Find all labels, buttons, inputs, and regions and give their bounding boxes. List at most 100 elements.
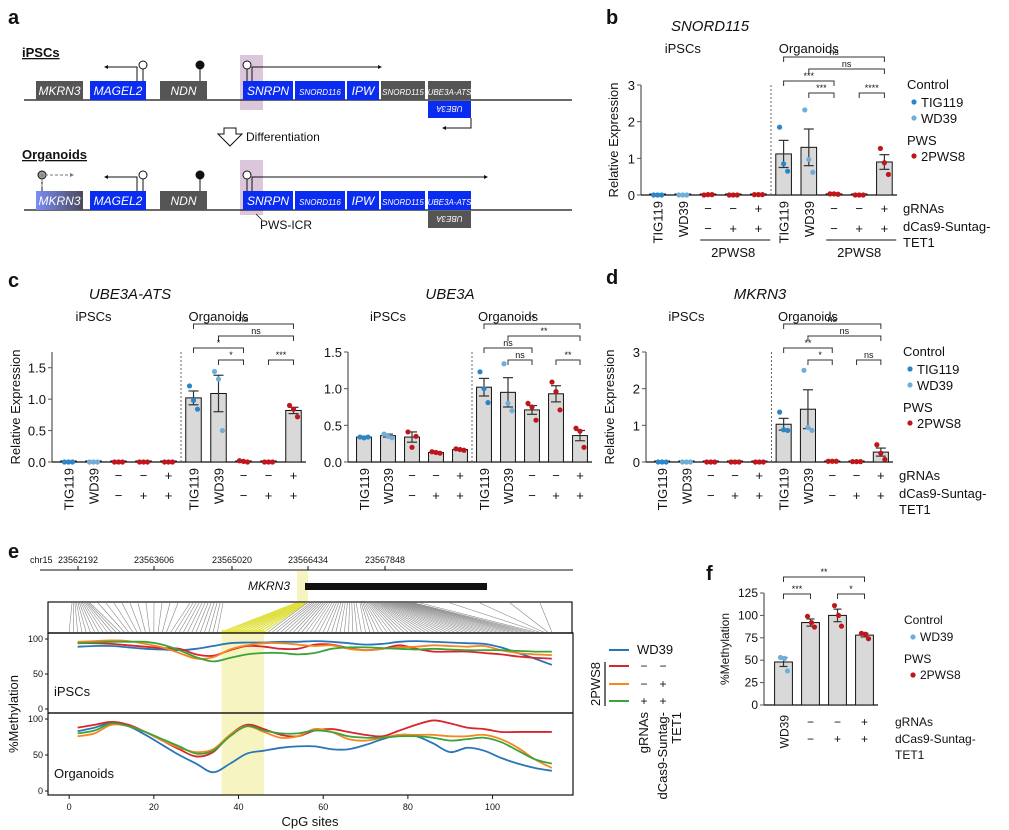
organoids-row-label: Organoids [22, 147, 87, 162]
gene-label-ipw: IPW [352, 84, 376, 98]
x-tick-label: TIG119 [477, 468, 492, 510]
grna-sign: + [755, 201, 763, 216]
methylation-line [77, 722, 553, 765]
data-point [728, 459, 734, 465]
cpg-connector-line [410, 602, 519, 633]
data-point [211, 368, 218, 375]
cpg-connector-line [378, 602, 421, 633]
cpg-connector-line [373, 602, 409, 633]
group-label-organoids: Organoids [478, 309, 538, 324]
data-point [805, 424, 811, 431]
chart-title: SNORD115 [671, 18, 750, 35]
data-point [705, 192, 711, 198]
data-point [809, 427, 815, 434]
gene-box-mkrn3 [36, 81, 83, 100]
data-point [878, 450, 884, 456]
data-point [833, 458, 839, 464]
data-point [857, 459, 864, 465]
data-point [385, 433, 391, 439]
cpg-connector-line [212, 602, 221, 633]
data-point [882, 456, 888, 463]
gene-label-mkrn3: MKRN3 [38, 194, 80, 208]
cpg-connector-line [310, 602, 331, 633]
transcription-arrow-snrpn [251, 176, 484, 191]
data-point [865, 636, 872, 642]
legend-grna-label: gRNAs [636, 712, 651, 754]
cpg-connector-line [331, 602, 342, 633]
data-point [265, 459, 272, 465]
cpg-connector-line [113, 602, 133, 633]
significance-bracket [483, 347, 533, 353]
grna-sign: + [756, 468, 764, 483]
facet-label: Organoids [54, 766, 114, 781]
grna-sign: − [265, 468, 273, 483]
coordinate-tick-label: 23567848 [365, 555, 405, 565]
bar [855, 634, 874, 706]
significance-label: * [229, 350, 233, 360]
data-point [781, 161, 787, 167]
transcription-arrow-ube3a [446, 118, 472, 129]
significance-label: ns [864, 350, 874, 360]
x-tick-label: TIG119 [187, 468, 202, 510]
significance-label: * [818, 350, 822, 360]
data-point [269, 459, 276, 465]
gene-label-snrpn: SNRPN [247, 84, 289, 98]
significance-label: ** [820, 567, 828, 577]
grna-sign: − [528, 468, 536, 483]
data-point [429, 449, 435, 455]
cpg-connector-line [272, 602, 311, 633]
dcas9-sign: + [853, 488, 861, 503]
data-point [777, 654, 784, 661]
significance-label: ns [829, 47, 839, 57]
data-point [804, 613, 811, 619]
dcas9-sign: − [408, 488, 416, 503]
x-tick-label: 20 [149, 802, 159, 812]
legend-control-title: Control [903, 344, 945, 359]
cpg-connector-line [174, 602, 194, 633]
gene-label-ube3a-ats: UBE3A-ATS [428, 198, 473, 207]
dcas9-sign: + [729, 221, 737, 236]
cpg-connector-line [375, 602, 413, 633]
legend-2pws8-label: 2PWS8 [917, 416, 961, 431]
dcas9-row-label: dCas9-Suntag- [903, 219, 990, 234]
y-tick-label: 1 [628, 151, 635, 166]
cpg-connector-line [366, 602, 387, 633]
cpg-connector-line [225, 602, 298, 633]
cpg-connector-line [344, 602, 348, 633]
data-point [881, 160, 888, 166]
methylation-line [77, 642, 552, 660]
data-point [136, 459, 143, 465]
dcas9-sign: + [855, 221, 863, 236]
significance-bracket [218, 359, 244, 365]
data-point [856, 192, 862, 198]
significance-label: * [217, 338, 221, 348]
legend-grna-sign: − [640, 659, 647, 673]
grna-sign: − [140, 468, 148, 483]
legend-tig119-label: TIG119 [921, 95, 963, 110]
data-point [573, 425, 579, 431]
legend-tig119-label: TIG119 [917, 362, 959, 377]
significance-label: *** [804, 71, 815, 81]
significance-label: ** [528, 314, 536, 324]
data-point [90, 459, 97, 465]
y-tick-label: 50 [33, 669, 43, 679]
y-tick-label: 0 [633, 455, 640, 470]
y-axis-label: %Methylation [6, 675, 21, 753]
y-tick-label: 0.5 [28, 424, 46, 439]
gene-box-mkrn3 [36, 191, 83, 210]
significance-bracket [783, 56, 885, 62]
data-point [169, 459, 176, 465]
significance-bracket [193, 323, 294, 329]
y-tick-label: 100 [28, 714, 43, 724]
cpg-connector-line [387, 602, 451, 633]
significance-bracket [783, 80, 835, 86]
cpg-connector-line [145, 602, 150, 633]
cpg-connector-line [383, 602, 438, 633]
gene-box-ipw [347, 81, 379, 100]
dcas9-sign: + [755, 221, 763, 236]
y-tick-label: 0.0 [28, 455, 46, 470]
legend-wd39-label: WD39 [917, 378, 953, 393]
dcas9-sign: − [528, 488, 536, 503]
data-point [684, 192, 690, 198]
